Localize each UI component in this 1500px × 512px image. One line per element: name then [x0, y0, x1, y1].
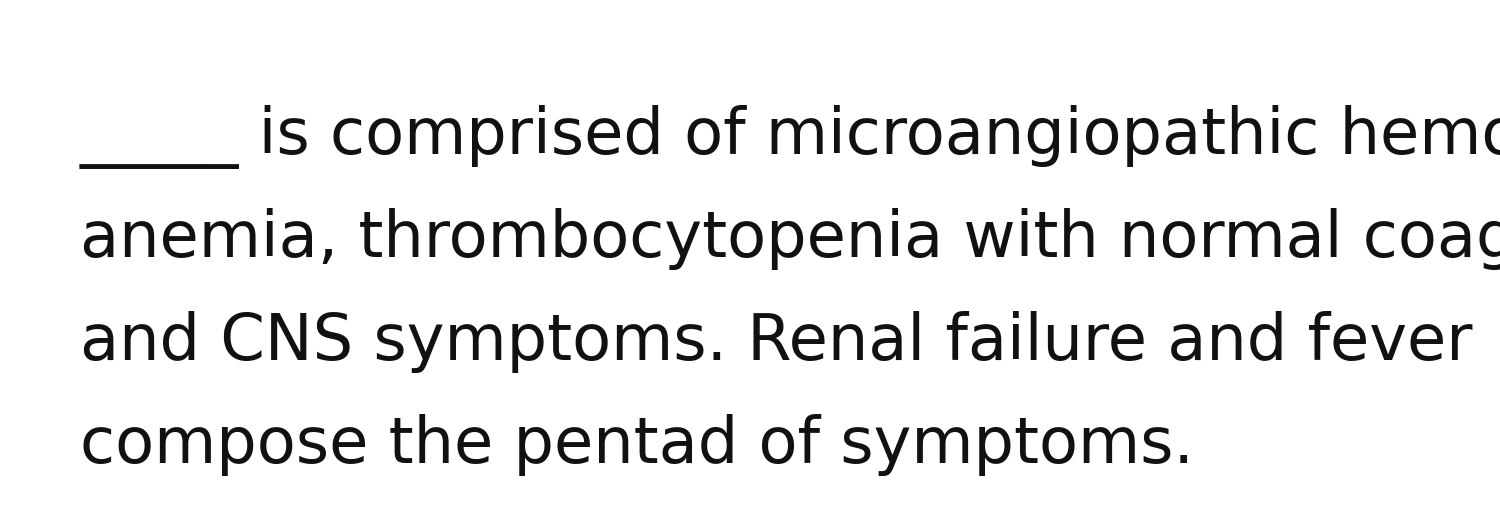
Text: _____ is comprised of microangiopathic hemolytic: _____ is comprised of microangiopathic h…	[80, 105, 1500, 169]
Text: and CNS symptoms. Renal failure and fever: and CNS symptoms. Renal failure and feve…	[80, 311, 1473, 373]
Text: anemia, thrombocytopenia with normal coagulation,: anemia, thrombocytopenia with normal coa…	[80, 208, 1500, 270]
Text: compose the pentad of symptoms.: compose the pentad of symptoms.	[80, 414, 1194, 476]
